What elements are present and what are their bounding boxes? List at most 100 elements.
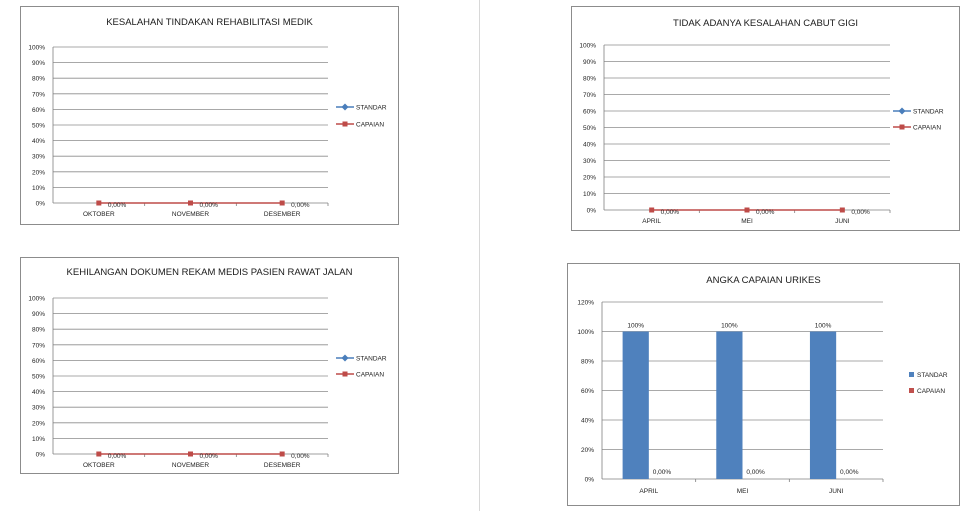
chart-kehilangan-dokumen-rekam-medis: 0% 10% 20% 30% 40% 50% 60% 70% 80% 90% 100% OKTOBER… — [20, 257, 399, 474]
data-point — [279, 200, 285, 206]
data-point — [96, 451, 102, 457]
bar — [809, 331, 837, 479]
legend-marker — [899, 124, 905, 130]
y-tick-label: 90% — [32, 311, 45, 318]
x-tick-label: APRIL — [642, 218, 661, 225]
legend-label: STANDAR — [356, 356, 387, 363]
x-tick-label: APRIL — [639, 488, 658, 495]
x-tick-label: MEI — [737, 488, 749, 495]
y-tick-label: 60% — [32, 107, 45, 114]
y-tick-label: 70% — [32, 91, 45, 98]
y-tick-label: 20% — [583, 175, 596, 182]
data-label: 0,00% — [291, 453, 310, 460]
y-tick-label: 0% — [585, 477, 595, 484]
y-tick-label: 100% — [28, 296, 45, 303]
x-tick-label: NOVEMBER — [172, 211, 210, 218]
legend-label: STANDAR — [356, 105, 387, 112]
y-tick-label: 60% — [581, 388, 594, 395]
legend-label: CAPAIAN — [356, 372, 384, 379]
chart-title: ANGKA CAPAIAN URIKES — [706, 275, 821, 286]
y-tick-label: 50% — [32, 123, 45, 130]
data-point — [188, 451, 193, 457]
data-label: 0,00% — [653, 469, 672, 476]
y-tick-label: 20% — [581, 447, 594, 454]
data-label: 0,00% — [291, 202, 310, 209]
y-tick-label: 50% — [32, 374, 45, 381]
y-tick-label: 40% — [32, 138, 45, 145]
data-label: 0,00% — [840, 469, 859, 476]
legend-label: CAPAIAN — [913, 125, 941, 132]
y-tick-label: 100% — [579, 43, 596, 50]
x-tick-label: DESEMBER — [264, 211, 301, 218]
data-label: 100% — [721, 323, 738, 330]
data-label: 0,00% — [108, 202, 127, 209]
legend-label: STANDAR — [917, 372, 948, 379]
data-point — [96, 200, 102, 206]
y-tick-label: 40% — [583, 142, 596, 149]
legend-swatch — [909, 388, 914, 393]
x-tick-label: MEI — [741, 218, 753, 225]
chart-title: KESALAHAN TINDAKAN REHABILITASI MEDIK — [106, 17, 313, 28]
chart-plot: 0% 20% 40% 60% 80% 100% 120% APRIL MEI JUNI 100% 10… — [577, 300, 948, 496]
y-tick-label: 60% — [32, 358, 45, 365]
y-tick-label: 80% — [583, 76, 596, 83]
data-label: 100% — [815, 323, 832, 330]
data-label: 0,00% — [108, 453, 127, 460]
legend-marker — [341, 354, 349, 362]
x-tick-label: DESEMBER — [264, 462, 301, 469]
y-tick-label: 60% — [583, 109, 596, 116]
data-point — [279, 451, 285, 457]
x-tick-label: OKTOBER — [83, 462, 115, 469]
y-tick-label: 10% — [32, 185, 45, 192]
y-tick-label: 20% — [32, 169, 45, 176]
legend-marker — [341, 103, 349, 111]
y-tick-label: 90% — [32, 60, 45, 67]
x-tick-label: JUNI — [835, 218, 850, 225]
legend-label: CAPAIAN — [356, 122, 384, 129]
legend-label: STANDAR — [913, 109, 944, 116]
y-tick-label: 30% — [32, 405, 45, 412]
page-divider — [479, 0, 480, 511]
chart-kesalahan-tindakan-rehabilitasi-medik: 0% 10% 20% 30% 40% 50% 60% 70% 80% 90% 100% OKTOBER… — [20, 6, 399, 225]
y-tick-label: 40% — [32, 389, 45, 396]
chart-title: KEHILANGAN DOKUMEN REKAM MEDIS PASIEN RA… — [66, 267, 353, 278]
data-point — [839, 207, 845, 213]
data-label: 0,00% — [851, 209, 870, 216]
data-point — [188, 200, 193, 206]
chart-title: TIDAK ADANYA KESALAHAN CABUT GIGI — [673, 18, 858, 29]
legend-marker — [342, 121, 348, 127]
data-label: 0,00% — [661, 209, 680, 216]
chart-plot: 0% 10% 20% 30% 40% 50% 60% 70% 80% 90% 100% OKTOBER… — [28, 45, 387, 219]
data-label: 100% — [627, 323, 644, 330]
legend-marker — [342, 371, 348, 377]
y-tick-label: 0% — [36, 452, 46, 459]
chart-plot: 0% 10% 20% 30% 40% 50% 60% 70% 80% 90% 100% APRIL ME… — [579, 43, 944, 226]
legend-marker — [898, 107, 906, 115]
y-tick-label: 0% — [587, 208, 597, 215]
data-label: 0,00% — [746, 469, 765, 476]
legend-swatch — [909, 372, 914, 377]
chart-angka-capaian-urikes: 0% 20% 40% 60% 80% 100% 120% APRIL MEI JUNI 100% 10… — [567, 263, 960, 506]
y-tick-label: 80% — [32, 327, 45, 334]
y-tick-label: 70% — [583, 92, 596, 99]
y-tick-label: 50% — [583, 125, 596, 132]
chart-tidak-adanya-kesalahan-cabut-gigi: 0% 10% 20% 30% 40% 50% 60% 70% 80% 90% 100% APRIL ME… — [571, 6, 960, 231]
y-tick-label: 100% — [577, 329, 594, 336]
chart-plot: 0% 10% 20% 30% 40% 50% 60% 70% 80% 90% 100% OKTOBER… — [28, 296, 387, 470]
y-tick-label: 30% — [32, 154, 45, 161]
data-point — [649, 207, 655, 213]
legend-label: CAPAIAN — [917, 388, 945, 395]
data-label: 0,00% — [756, 209, 775, 216]
data-label: 0,00% — [200, 202, 219, 209]
y-tick-label: 30% — [583, 158, 596, 165]
y-tick-label: 70% — [32, 342, 45, 349]
data-label: 0,00% — [200, 453, 219, 460]
y-tick-label: 100% — [28, 45, 45, 52]
y-tick-label: 0% — [36, 201, 46, 208]
bar — [716, 331, 743, 479]
x-tick-label: OKTOBER — [83, 211, 115, 218]
y-tick-label: 90% — [583, 59, 596, 66]
y-tick-label: 80% — [581, 359, 594, 366]
x-tick-label: JUNI — [829, 488, 844, 495]
y-tick-label: 10% — [32, 436, 45, 443]
